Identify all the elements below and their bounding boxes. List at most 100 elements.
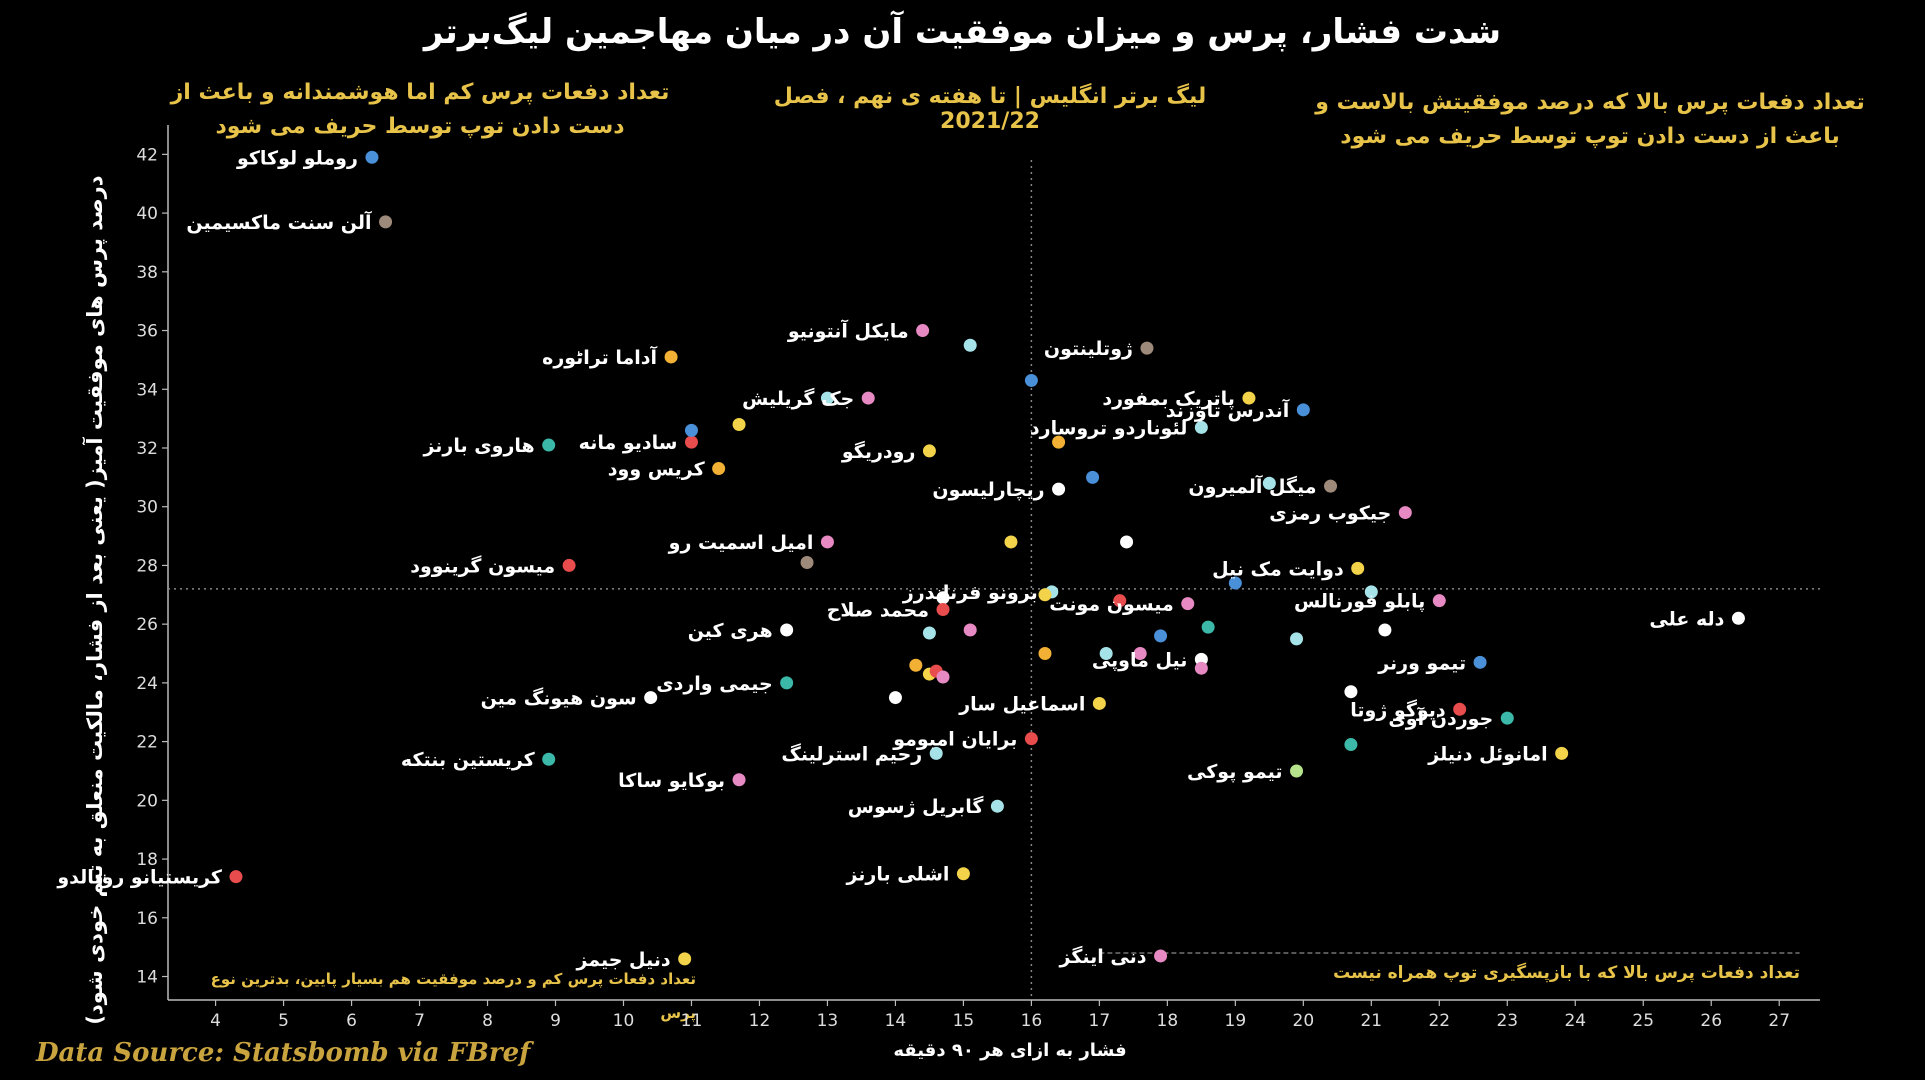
data-point: [1324, 479, 1338, 493]
point-label: میسون مونت: [1049, 594, 1174, 616]
data-point: [1398, 506, 1412, 520]
x-tick-label: 22: [1428, 1011, 1450, 1031]
point-label: دنیل جیمز: [575, 949, 670, 971]
data-point: [1154, 629, 1168, 643]
data-point: [1351, 561, 1365, 575]
data-point: [963, 623, 977, 637]
data-source: Data Source: Statsbomb via FBref: [36, 1038, 531, 1068]
x-tick-label: 7: [414, 1011, 425, 1031]
data-point: [1500, 711, 1514, 725]
point-label: جیکوب رمزی: [1269, 503, 1391, 525]
data-point: [1120, 535, 1134, 549]
x-tick-label: 13: [817, 1011, 839, 1031]
data-point: [1432, 594, 1446, 608]
point-label: دوایت مک نیل: [1212, 558, 1344, 580]
data-point: [1052, 435, 1066, 449]
data-point: [678, 952, 692, 966]
data-point: [929, 746, 943, 760]
point-label: گابریل ژسوس: [848, 795, 985, 818]
data-points: [229, 150, 1745, 966]
data-point: [229, 870, 243, 884]
y-tick-label: 42: [136, 145, 158, 165]
y-tick-label: 14: [136, 968, 158, 988]
data-point: [1004, 535, 1018, 549]
point-label: کریستیانو رونالدو: [56, 867, 223, 889]
axes: 4 5 6 7 8 9 10 11 12 13 14 15 16 17 18 19 20 21 22 23 24 25 26…: [136, 125, 1820, 1031]
point-label: آلن سنت ماکسیمین: [186, 210, 372, 234]
data-point: [1378, 623, 1392, 637]
data-point: [1290, 764, 1304, 778]
point-label: جوردن آوی: [1388, 706, 1493, 730]
data-point: [1140, 341, 1154, 355]
data-point: [542, 752, 556, 766]
data-point: [542, 438, 556, 452]
data-point: [1731, 611, 1745, 625]
x-tick-label: 14: [885, 1011, 907, 1031]
chart-title: شدت فشار، پرس و میزان موفقیت آن در میان …: [423, 12, 1502, 52]
data-point: [956, 867, 970, 881]
data-point: [1194, 661, 1208, 675]
y-tick-label: 34: [136, 380, 158, 400]
x-tick-label: 15: [953, 1011, 975, 1031]
x-tick-label: 11: [681, 1011, 703, 1031]
point-label: میسون گرینوود: [410, 554, 555, 577]
quadrant-note-bottom-right: تعداد دفعات پرس بالا که با بازپسگیری توپ…: [1333, 963, 1800, 983]
data-point: [909, 658, 923, 672]
data-point: [712, 462, 726, 476]
data-point: [1086, 470, 1100, 484]
point-label: سون هیونگ مین: [481, 687, 637, 710]
point-label: اسماعیل سار: [958, 693, 1085, 715]
chart-subtitle: لیگ برتر انگلیس | تا هفته ی نهم ، فصل 20…: [773, 84, 1207, 134]
point-label: هری کین: [688, 620, 773, 642]
x-tick-label: 16: [1021, 1011, 1043, 1031]
point-label: دیوگو ژوتا: [1350, 698, 1446, 721]
y-tick-label: 18: [136, 850, 158, 870]
quadrant-note-top-left: تعداد دفعات پرس کم اما هوشمندانه و باعث …: [170, 80, 670, 139]
data-point: [1181, 597, 1195, 611]
point-label: ریچارلیسون: [932, 479, 1044, 501]
data-point: [1194, 420, 1208, 434]
data-point: [1453, 702, 1467, 716]
data-point: [684, 435, 698, 449]
point-label: برونو فرناندرز: [902, 582, 1038, 604]
point-label: دنی اینگز: [1059, 945, 1147, 968]
data-point: [732, 417, 746, 431]
quadrant-note-top-right: تعداد دفعات پرس بالا که درصد موفقیتش بال…: [1315, 90, 1865, 149]
data-point: [1092, 696, 1106, 710]
y-tick-label: 28: [136, 556, 158, 576]
data-point: [732, 773, 746, 787]
data-point: [861, 391, 875, 405]
data-point: [820, 535, 834, 549]
data-point: [1242, 391, 1256, 405]
data-point: [664, 350, 678, 364]
point-label: هاروی بارنز: [422, 435, 534, 457]
point-label: محمد صلاح: [827, 599, 929, 621]
y-tick-label: 38: [136, 263, 158, 283]
point-label: برایان امبومو: [892, 729, 1017, 751]
data-point: [1024, 373, 1038, 387]
y-tick-label: 36: [136, 322, 158, 342]
data-point: [562, 558, 576, 572]
x-tick-label: 8: [482, 1011, 493, 1031]
y-tick-label: 20: [136, 791, 158, 811]
data-point: [1473, 655, 1487, 669]
x-tick-label: 27: [1768, 1011, 1790, 1031]
point-label: تیمو ورنر: [1377, 652, 1466, 674]
data-point: [1228, 576, 1242, 590]
x-tick-label: 18: [1157, 1011, 1179, 1031]
data-point: [1113, 594, 1127, 608]
data-point: [644, 691, 658, 705]
point-label: آداما تراٹوره: [542, 345, 657, 369]
data-point: [936, 591, 950, 605]
data-point: [1296, 403, 1310, 417]
y-tick-label: 24: [136, 674, 158, 694]
y-tick-label: 26: [136, 615, 158, 635]
data-point: [1154, 949, 1168, 963]
point-label: پاتریک بمفورد: [1102, 388, 1235, 410]
y-tick-label: 22: [136, 733, 158, 753]
data-point: [1344, 685, 1358, 699]
point-label: نیل ماوپی: [1092, 649, 1188, 671]
x-tick-label: 4: [210, 1011, 221, 1031]
quadrant-note-bottom-left: تعداد دفعات پرس کم و درصد موفقیت هم بسیا…: [210, 970, 696, 1022]
